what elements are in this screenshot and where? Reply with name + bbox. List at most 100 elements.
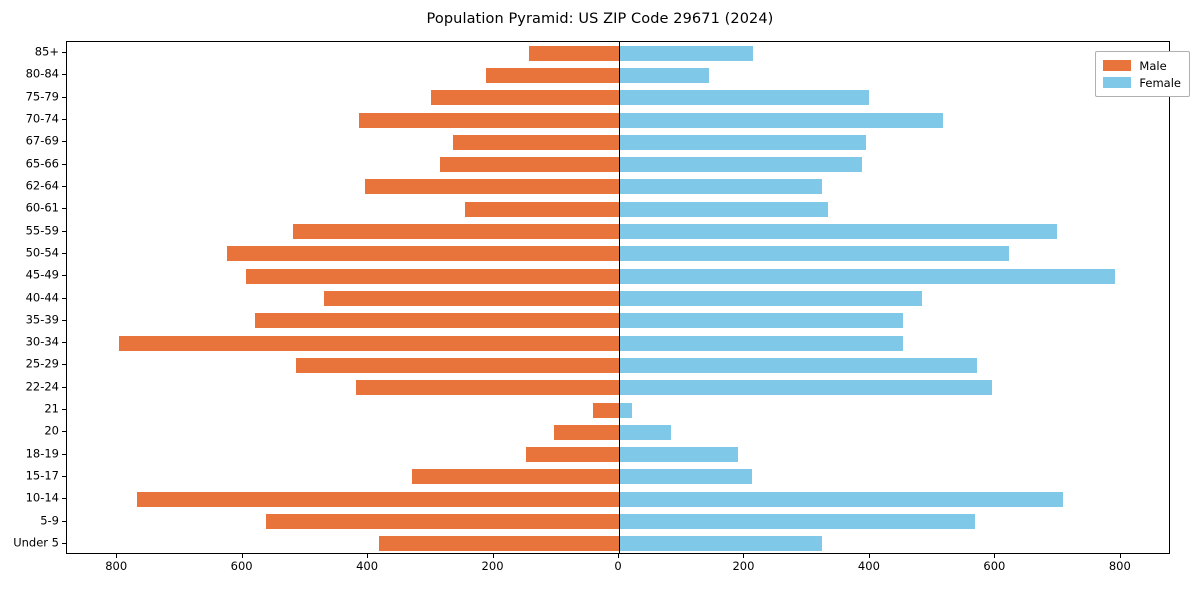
legend-swatch-male-icon	[1103, 60, 1132, 71]
bar-female-55-59	[619, 224, 1057, 240]
y-tick-mark	[62, 185, 66, 187]
y-tick-mark	[62, 297, 66, 299]
bar-male-21	[593, 402, 619, 418]
y-tick-label-70-74: 70-74	[25, 111, 59, 126]
legend-item-male[interactable]: Male	[1103, 57, 1181, 74]
bar-male-70-74	[358, 112, 619, 128]
y-tick-mark	[62, 52, 66, 54]
y-tick-mark	[62, 542, 66, 544]
y-tick-label-85-: 85+	[34, 44, 59, 59]
y-tick-mark	[62, 342, 66, 344]
plot-area	[66, 41, 1170, 554]
bar-male-45-49	[245, 268, 619, 284]
y-tick-mark	[62, 431, 66, 433]
bar-male-85-	[528, 45, 619, 61]
bar-male-50-54	[226, 246, 619, 262]
x-tick-mark	[1119, 554, 1121, 558]
bar-female-70-74	[619, 112, 943, 128]
y-tick-mark	[62, 141, 66, 143]
bar-male-25-29	[295, 357, 619, 373]
bar-male-80-84	[486, 67, 619, 83]
y-tick-mark	[62, 364, 66, 366]
bar-male-60-61	[465, 201, 619, 217]
y-tick-label-30-34: 30-34	[25, 334, 59, 349]
y-tick-label-21: 21	[44, 401, 59, 416]
x-tick-mark	[743, 554, 745, 558]
x-tick-label-2: 400	[356, 559, 379, 573]
chart-legend: Male Female	[1095, 51, 1190, 97]
bar-female-under-5	[619, 536, 822, 552]
x-tick-mark	[868, 554, 870, 558]
chart-title: Population Pyramid: US ZIP Code 29671 (2…	[426, 11, 774, 27]
y-tick-mark	[62, 208, 66, 210]
x-tick-mark	[618, 554, 619, 558]
y-tick-label-65-66: 65-66	[25, 155, 59, 170]
y-tick-mark	[62, 319, 66, 321]
y-tick-label-60-61: 60-61	[25, 200, 59, 215]
bar-male-22-24	[355, 380, 619, 396]
bar-female-20	[619, 424, 672, 440]
bar-male-15-17	[412, 469, 619, 485]
x-tick-mark	[367, 554, 369, 558]
y-tick-label-80-84: 80-84	[25, 66, 59, 81]
bar-male-30-34	[119, 335, 619, 351]
bar-female-22-24	[619, 380, 992, 396]
y-tick-mark	[62, 230, 66, 232]
bar-female-5-9	[619, 514, 976, 530]
bar-female-30-34	[619, 335, 903, 351]
bar-male-67-69	[452, 134, 619, 150]
x-tick-mark	[116, 554, 118, 558]
x-tick-label-1: 600	[230, 559, 253, 573]
y-tick-label-40-44: 40-44	[25, 289, 59, 304]
bar-male-under-5	[378, 536, 619, 552]
legend-swatch-female-icon	[1103, 77, 1132, 88]
bar-female-45-49	[619, 268, 1115, 284]
y-tick-label-5-9: 5-9	[40, 512, 59, 527]
bar-female-62-64	[619, 179, 822, 195]
y-tick-label-10-14: 10-14	[25, 490, 59, 505]
x-tick-mark	[492, 554, 494, 558]
y-tick-mark	[62, 74, 66, 76]
bar-female-75-79	[619, 90, 870, 106]
bar-male-20	[554, 424, 619, 440]
bar-female-67-69	[619, 134, 866, 150]
y-tick-label-55-59: 55-59	[25, 222, 59, 237]
bar-male-75-79	[430, 90, 619, 106]
y-tick-label-45-49: 45-49	[25, 267, 59, 282]
y-tick-label-20: 20	[44, 423, 59, 438]
y-tick-mark	[62, 498, 66, 500]
bar-female-18-19	[619, 447, 739, 463]
bar-female-35-39	[619, 313, 903, 329]
y-tick-label-18-19: 18-19	[25, 445, 59, 460]
bar-male-18-19	[526, 447, 619, 463]
y-tick-mark	[62, 275, 66, 277]
y-tick-mark	[62, 96, 66, 98]
bar-female-60-61	[619, 201, 828, 217]
y-tick-label-50-54: 50-54	[25, 245, 59, 260]
y-tick-label-15-17: 15-17	[25, 468, 59, 483]
y-tick-mark	[62, 453, 66, 455]
bar-female-80-84	[619, 67, 710, 83]
y-tick-mark	[62, 386, 66, 388]
bar-female-25-29	[619, 357, 977, 373]
y-tick-mark	[62, 520, 66, 522]
y-tick-mark	[62, 252, 66, 254]
y-tick-label-22-24: 22-24	[25, 378, 59, 393]
y-tick-label-62-64: 62-64	[25, 178, 59, 193]
y-tick-mark	[62, 163, 66, 165]
y-tick-label-35-39: 35-39	[25, 312, 59, 327]
bar-female-40-44	[619, 291, 922, 306]
bar-male-55-59	[292, 224, 619, 240]
x-tick-mark	[994, 554, 996, 558]
y-tick-label-75-79: 75-79	[25, 89, 59, 103]
x-tick-label-8: 800	[1108, 559, 1131, 573]
x-tick-label-6: 400	[857, 559, 880, 573]
legend-item-female[interactable]: Female	[1103, 74, 1181, 91]
x-tick-mark	[241, 554, 243, 558]
bar-female-50-54	[619, 246, 1009, 262]
y-tick-label-25-29: 25-29	[25, 356, 59, 371]
y-tick-mark	[62, 119, 66, 121]
x-tick-label-4: 0	[614, 559, 622, 573]
y-tick-mark	[62, 475, 66, 477]
